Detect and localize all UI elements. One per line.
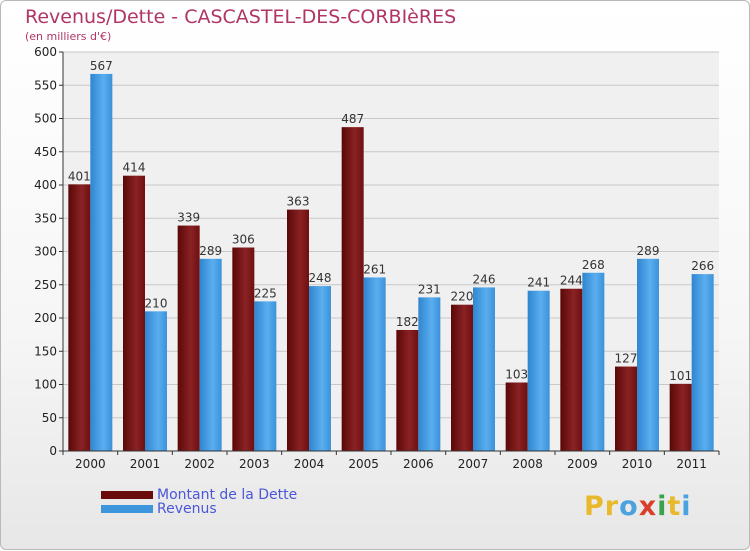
- y-tick-label: 200: [34, 311, 57, 325]
- legend-item-revenus: Revenus: [101, 501, 217, 517]
- y-tick-label: 500: [34, 112, 57, 126]
- legend-label-revenus: Revenus: [157, 501, 217, 517]
- x-tick-label: 2000: [75, 457, 106, 471]
- dette-bar: [287, 209, 309, 451]
- revenus-bar: [90, 73, 113, 451]
- revenus-bar: [527, 290, 550, 451]
- y-tick-label: 550: [34, 78, 57, 92]
- logo-letter: P: [584, 491, 605, 522]
- data-label: 103: [505, 368, 528, 382]
- bars-layer: [68, 73, 714, 452]
- dette-bar: [232, 247, 255, 451]
- data-label: 567: [90, 59, 113, 73]
- data-label: 266: [691, 259, 714, 273]
- data-label: 414: [123, 161, 146, 175]
- chart-subtitle: (en milliers d'€): [25, 30, 112, 43]
- x-tick-label: 2003: [239, 457, 270, 471]
- x-tick-label: 2005: [348, 457, 379, 471]
- y-tick-label: 250: [34, 278, 57, 292]
- dette-bar: [123, 175, 145, 451]
- data-label: 487: [341, 112, 364, 126]
- dette-bar: [396, 329, 419, 451]
- revenus-bar: [363, 277, 386, 451]
- data-label: 248: [309, 271, 332, 285]
- logo-letter: r: [604, 491, 620, 522]
- data-label: 246: [473, 272, 496, 286]
- data-label: 244: [560, 274, 583, 288]
- dette-bar: [560, 288, 583, 451]
- data-label: 306: [232, 233, 255, 247]
- data-label: 241: [527, 276, 550, 290]
- dette-bar: [341, 127, 364, 452]
- legend-label-dette: Montant de la Dette: [157, 487, 298, 503]
- legend-swatch-dette: [101, 491, 153, 499]
- data-label: 225: [254, 286, 277, 300]
- proxiti-logo: Proxiti: [584, 491, 692, 522]
- y-tick-label: 100: [34, 378, 57, 392]
- x-tick-label: 2006: [403, 457, 434, 471]
- dette-bar: [615, 366, 637, 451]
- data-label: 101: [669, 369, 692, 383]
- y-tick-label: 400: [34, 178, 57, 192]
- data-label: 261: [363, 262, 386, 276]
- revenus-bar: [145, 311, 167, 451]
- y-tick-label: 600: [34, 45, 57, 59]
- y-tick-label: 300: [34, 245, 57, 259]
- y-tick-label: 0: [49, 444, 57, 458]
- revenus-bar: [418, 297, 441, 451]
- revenus-bar: [199, 258, 222, 451]
- x-tick-label: 2009: [567, 457, 598, 471]
- chart-title: Revenus/Dette - CASCASTEL-DES-CORBIèRES: [25, 6, 457, 28]
- x-tick-label: 2010: [622, 457, 653, 471]
- data-label: 339: [177, 211, 200, 225]
- y-tick-label: 450: [34, 145, 57, 159]
- logo-letter: i: [681, 491, 692, 522]
- data-label: 289: [637, 244, 660, 258]
- y-tick-label: 150: [34, 344, 57, 358]
- labels-layer: 401 567 414 210 339 289 306 225 363 248 487 261 182 2…: [68, 59, 714, 383]
- data-label: 231: [418, 282, 441, 296]
- x-tick-label: 2001: [130, 457, 161, 471]
- dette-bar: [68, 184, 91, 451]
- legend-swatch-revenus: [101, 505, 153, 513]
- data-label: 401: [68, 169, 91, 183]
- logo-letter: i: [657, 491, 668, 522]
- data-label: 289: [199, 244, 222, 258]
- data-label: 268: [582, 258, 605, 272]
- x-tick-label: 2002: [184, 457, 215, 471]
- revenus-bar: [309, 286, 331, 451]
- dette-bar: [669, 383, 692, 451]
- x-tick-label: 2007: [458, 457, 489, 471]
- data-label: 182: [396, 315, 419, 329]
- y-tick-label: 50: [42, 411, 57, 425]
- dette-bar: [451, 304, 473, 451]
- revenus-bar: [582, 272, 605, 451]
- grid-layer: [63, 51, 719, 452]
- revenus-bar: [254, 301, 277, 451]
- revenus-bar: [637, 258, 659, 451]
- x-tick-label: 2008: [512, 457, 543, 471]
- x-tick-label: 2004: [294, 457, 325, 471]
- logo-letter: t: [667, 491, 682, 522]
- data-label: 127: [615, 352, 638, 366]
- dette-bar: [177, 225, 200, 451]
- data-label: 210: [145, 296, 168, 310]
- legend-item-dette: Montant de la Dette: [101, 487, 297, 503]
- revenus-bar: [691, 274, 714, 451]
- data-label: 363: [287, 195, 310, 209]
- y-tick-label: 350: [34, 211, 57, 225]
- logo-letter: o: [619, 491, 639, 522]
- revenus-bar: [473, 287, 495, 451]
- x-tick-label: 2011: [676, 457, 707, 471]
- data-label: 220: [451, 290, 474, 304]
- dette-bar: [505, 382, 528, 451]
- axis-layer: 0 50 100 150 200 250 300 350 400 450 500 550 600 2000…: [34, 45, 720, 471]
- logo-letter: x: [638, 491, 658, 522]
